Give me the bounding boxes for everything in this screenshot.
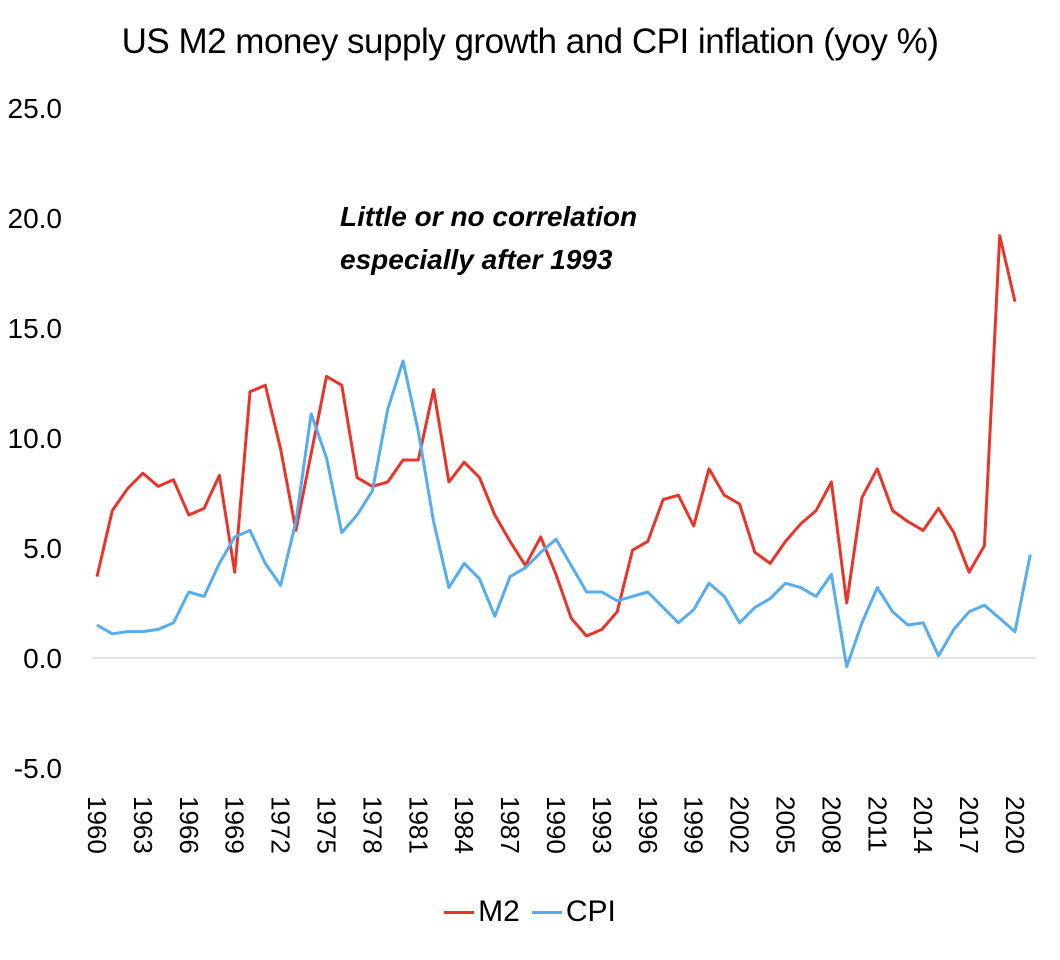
x-tick-label: 2017	[954, 796, 984, 854]
x-tick-label: 1987	[495, 796, 525, 854]
x-tick-label: 2020	[1000, 796, 1030, 854]
y-tick-label: 10.0	[8, 423, 63, 454]
chart-title: US M2 money supply growth and CPI inflat…	[121, 22, 939, 61]
y-tick-label: 0.0	[23, 643, 62, 674]
legend-label-m2: M2	[478, 895, 520, 928]
annotation-line-1: Little or no correlation	[340, 201, 638, 232]
x-tick-label: 2008	[816, 796, 846, 854]
x-tick-label: 1990	[541, 796, 571, 854]
legend: M2 CPI	[0, 895, 1060, 929]
y-axis-ticks: 25.0 20.0 15.0 10.0 5.0 0.0 -5.0	[8, 93, 63, 784]
y-tick-label: 5.0	[23, 533, 62, 564]
x-tick-label: 1996	[633, 796, 663, 854]
x-tick-label: 1984	[449, 796, 479, 854]
x-tick-label: 2014	[908, 796, 938, 854]
y-tick-label: -5.0	[14, 753, 62, 784]
x-tick-label: 1960	[82, 796, 112, 854]
series-line-cpi	[96, 359, 1032, 669]
x-tick-label: 1999	[679, 796, 709, 854]
legend-item-cpi: CPI	[531, 895, 616, 929]
x-tick-label: 1993	[587, 796, 617, 854]
y-tick-label: 25.0	[8, 93, 63, 124]
x-tick-label: 2011	[862, 796, 892, 852]
x-tick-label: 1975	[312, 796, 342, 854]
x-tick-label: 2002	[725, 796, 755, 854]
chart-annotation: Little or no correlation especially afte…	[340, 195, 637, 281]
x-tick-label: 1972	[266, 796, 296, 854]
x-tick-label: 1978	[357, 796, 387, 854]
x-tick-label: 1963	[128, 796, 158, 854]
legend-label-cpi: CPI	[565, 895, 616, 928]
annotation-line-2: especially after 1993	[340, 244, 613, 275]
y-tick-label: 15.0	[8, 313, 63, 344]
series-line-m2	[95, 234, 1017, 638]
legend-swatch-cpi	[531, 910, 562, 914]
x-tick-label: 1981	[403, 796, 433, 854]
x-axis-ticks: 1960 1963 1966 1969 1972 1975 1978 1981 1984 1987…	[82, 796, 1030, 854]
series-lines	[95, 234, 1032, 669]
x-tick-label: 2005	[771, 796, 801, 854]
x-tick-label: 1969	[220, 796, 250, 854]
y-tick-label: 20.0	[8, 203, 63, 234]
legend-swatch-m2	[444, 910, 475, 914]
legend-item-m2: M2	[444, 895, 520, 929]
x-tick-label: 1966	[174, 796, 204, 854]
